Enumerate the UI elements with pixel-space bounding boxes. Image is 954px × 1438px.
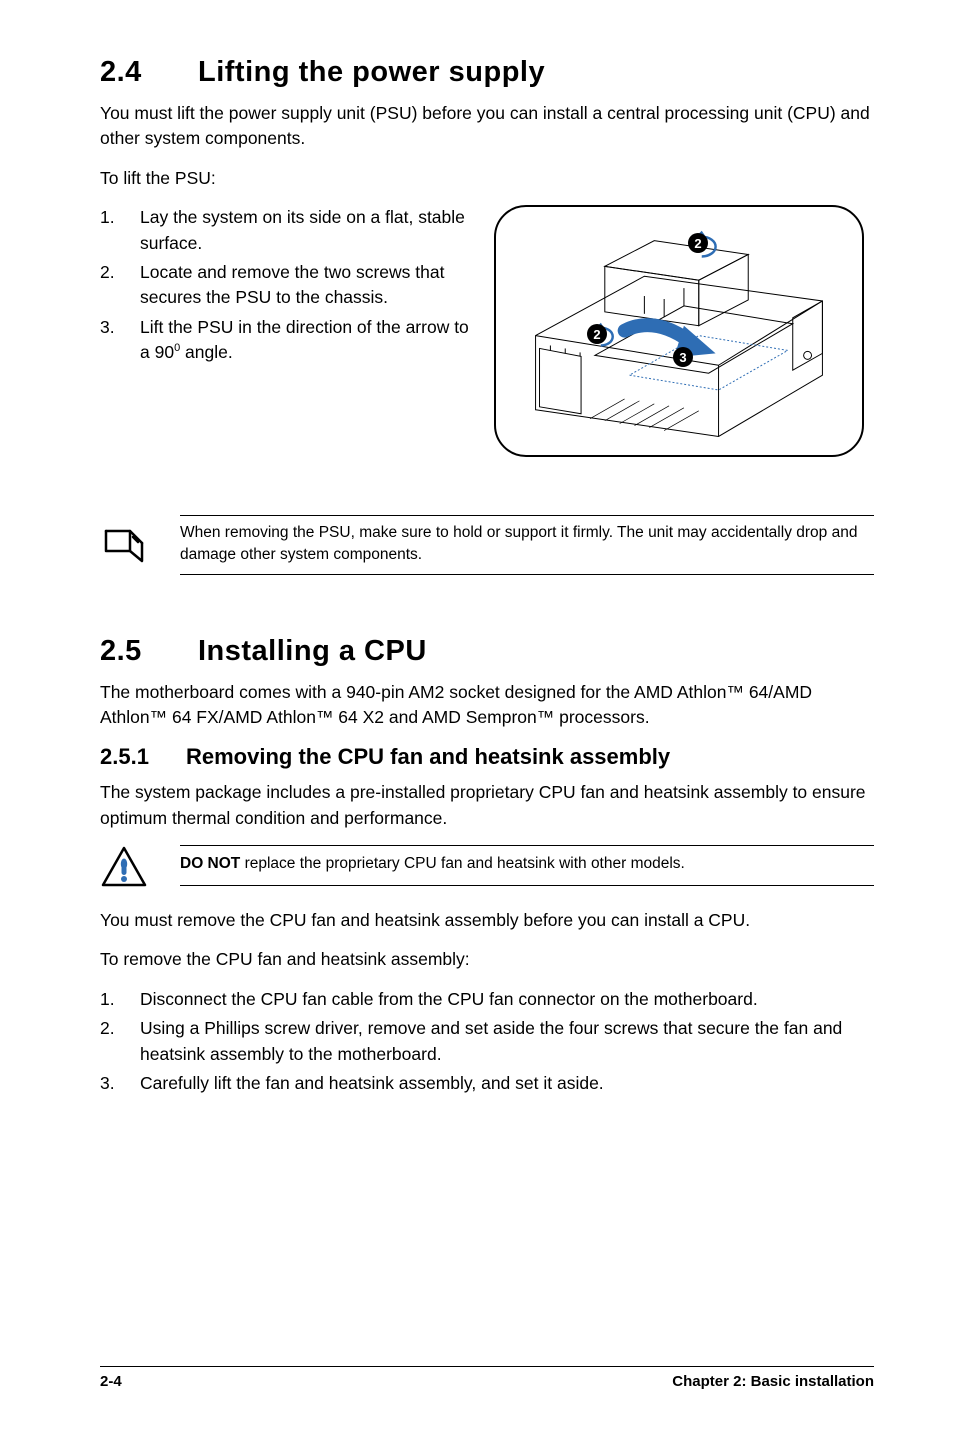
note-icon [100, 515, 148, 570]
psu-step-2: 2. Locate and remove the two screws that… [100, 260, 470, 311]
section-2-4-heading: 2.4Lifting the power supply [100, 56, 874, 89]
step-text: Disconnect the CPU fan cable from the CP… [140, 987, 758, 1012]
caution-icon [100, 845, 148, 894]
section-2-4-intro: You must lift the power supply unit (PSU… [100, 101, 874, 152]
cpu-step-1: 1. Disconnect the CPU fan cable from the… [100, 987, 874, 1012]
cpu-step-3: 3. Carefully lift the fan and heatsink a… [100, 1071, 874, 1096]
cpu-p2: You must remove the CPU fan and heatsink… [100, 908, 874, 933]
cpu-lead: To remove the CPU fan and heatsink assem… [100, 947, 874, 972]
step-number: 3. [100, 315, 140, 366]
step-text: Lay the system on its side on a flat, st… [140, 205, 470, 256]
caution-rest: replace the proprietary CPU fan and heat… [240, 855, 685, 872]
subheading-number: 2.5.1 [100, 744, 186, 770]
heading-title: Installing a CPU [198, 635, 427, 667]
callout-3: 3 [673, 347, 693, 367]
psu-steps-col: 1. Lay the system on its side on a flat,… [100, 205, 470, 369]
cpu-step-2: 2. Using a Phillips screw driver, remove… [100, 1016, 874, 1067]
cpu-steps: 1. Disconnect the CPU fan cable from the… [100, 987, 874, 1097]
section-2-4-lead: To lift the PSU: [100, 166, 874, 191]
cpu-caution: DO NOT replace the proprietary CPU fan a… [100, 845, 874, 894]
subheading-title: Removing the CPU fan and heatsink assemb… [186, 744, 670, 769]
section-2-5-heading: 2.5Installing a CPU [100, 635, 874, 668]
step-text: Using a Phillips screw driver, remove an… [140, 1016, 874, 1067]
step-number: 1. [100, 987, 140, 1012]
cpu-p1: The system package includes a pre-instal… [100, 780, 874, 831]
note-text: When removing the PSU, make sure to hold… [180, 515, 874, 574]
step-number: 3. [100, 1071, 140, 1096]
step-number: 2. [100, 1016, 140, 1067]
heading-number: 2.4 [100, 56, 198, 89]
psu-step-3: 3. Lift the PSU in the direction of the … [100, 315, 470, 366]
heading-title: Lifting the power supply [198, 56, 545, 88]
chassis-illustration [496, 207, 862, 456]
step-text: Locate and remove the two screws that se… [140, 260, 470, 311]
psu-note: When removing the PSU, make sure to hold… [100, 515, 874, 574]
psu-steps: 1. Lay the system on its side on a flat,… [100, 205, 470, 365]
chapter-title: Chapter 2: Basic installation [672, 1373, 874, 1390]
psu-step-1: 1. Lay the system on its side on a flat,… [100, 205, 470, 256]
step-text: Carefully lift the fan and heatsink asse… [140, 1071, 604, 1096]
section-2-5-1-heading: 2.5.1Removing the CPU fan and heatsink a… [100, 744, 874, 770]
caution-bold: DO NOT [180, 855, 240, 872]
psu-dotted-outline [630, 336, 788, 390]
step-text-post: angle. [180, 342, 233, 362]
caution-text: DO NOT replace the proprietary CPU fan a… [180, 845, 874, 886]
page-number: 2-4 [100, 1373, 122, 1390]
step-text: Lift the PSU in the direction of the arr… [140, 315, 470, 366]
section-2-5-intro: The motherboard comes with a 940-pin AM2… [100, 680, 874, 731]
psu-row: 1. Lay the system on its side on a flat,… [100, 205, 874, 457]
heading-number: 2.5 [100, 635, 198, 668]
callout-2b: 2 [587, 324, 607, 344]
callout-2a: 2 [688, 233, 708, 253]
page-footer: 2-4 Chapter 2: Basic installation [100, 1366, 874, 1390]
psu-figure: 2 2 3 [494, 205, 864, 457]
step-number: 1. [100, 205, 140, 256]
step-number: 2. [100, 260, 140, 311]
